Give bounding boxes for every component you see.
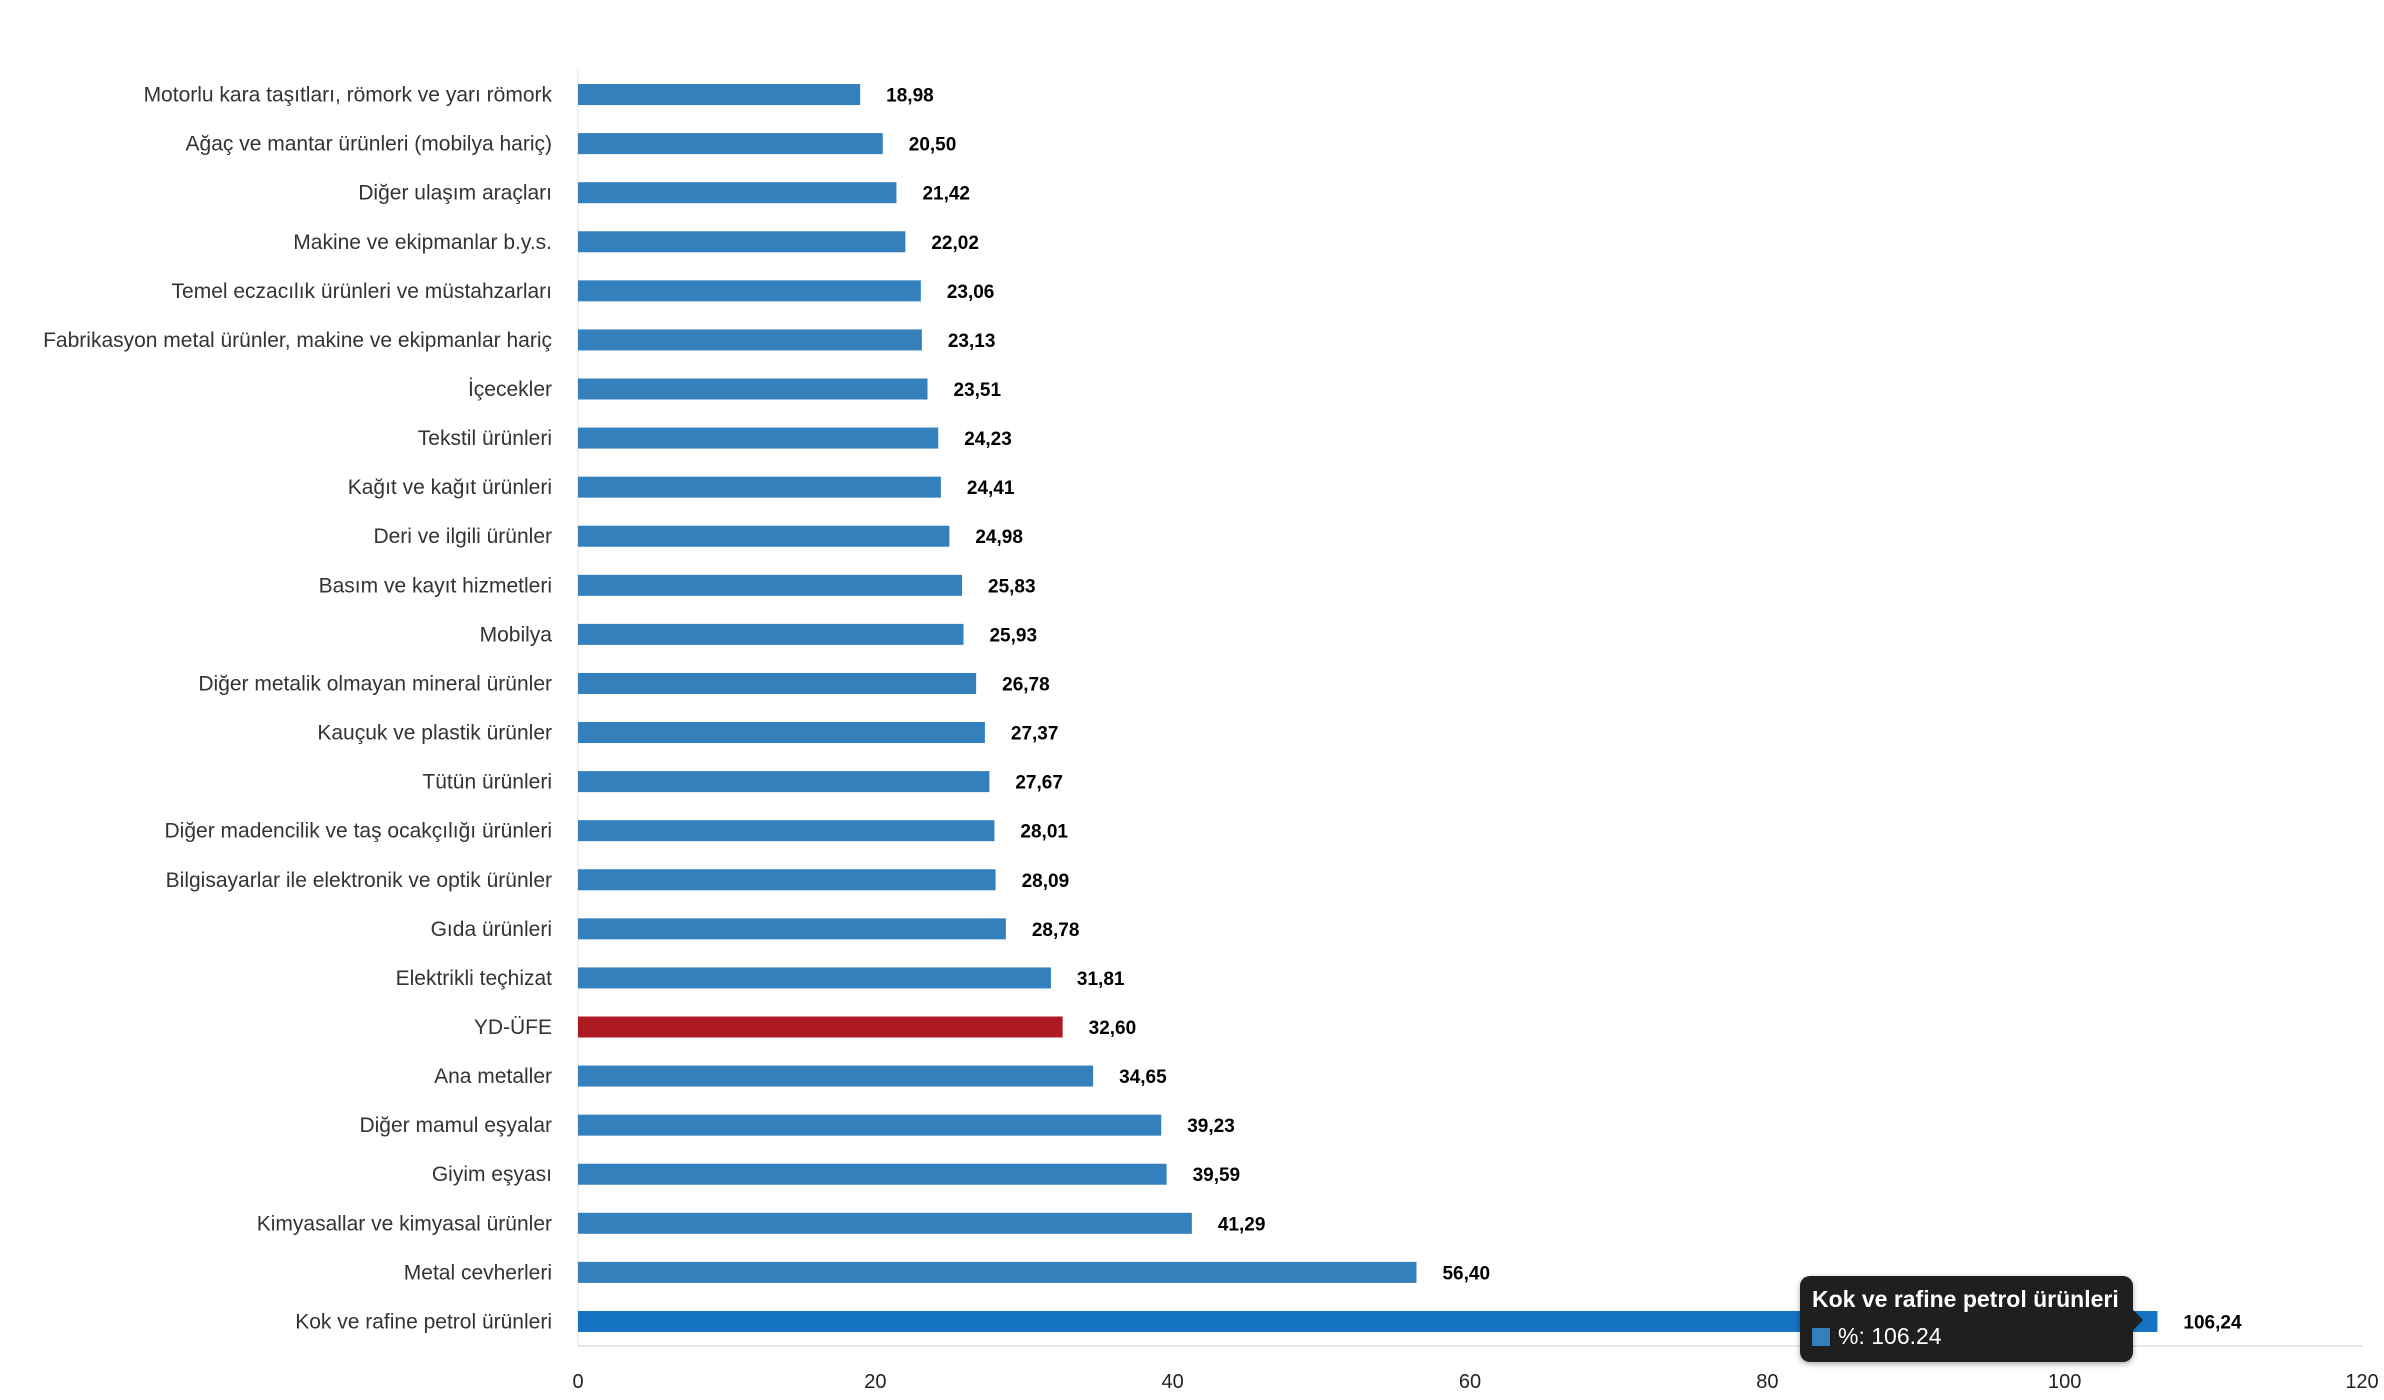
bar bbox=[578, 1016, 1063, 1038]
category-label: Kağıt ve kağıt ürünleri bbox=[348, 476, 552, 499]
bar bbox=[578, 722, 985, 744]
x-tick-label: 120 bbox=[2345, 1371, 2378, 1393]
category-label: Motorlu kara taşıtları, römork ve yarı r… bbox=[144, 84, 553, 107]
bar bbox=[578, 427, 939, 449]
category-label: Fabrikasyon metal ürünler, makine ve eki… bbox=[43, 329, 552, 352]
data-label: 20,50 bbox=[909, 135, 957, 156]
category-label: Kok ve rafine petrol ürünleri bbox=[295, 1310, 552, 1333]
tooltip-title: Kok ve rafine petrol ürünleri bbox=[1812, 1286, 2119, 1312]
bar bbox=[578, 1114, 1162, 1136]
category-label: Tütün ürünleri bbox=[422, 771, 552, 794]
bar bbox=[578, 525, 950, 547]
bar bbox=[578, 182, 897, 204]
bar bbox=[578, 1163, 1167, 1185]
data-label: 32,60 bbox=[1089, 1018, 1137, 1039]
data-label: 56,40 bbox=[1442, 1263, 1490, 1284]
bar bbox=[578, 329, 922, 351]
bar bbox=[578, 1261, 1417, 1283]
data-label: 34,65 bbox=[1119, 1067, 1167, 1088]
category-label: Diğer mamul eşyalar bbox=[359, 1114, 552, 1137]
category-label: İçecekler bbox=[468, 378, 552, 401]
category-label: Kauçuk ve plastik ürünler bbox=[317, 722, 552, 745]
data-label: 26,78 bbox=[1002, 674, 1050, 695]
data-label: 25,83 bbox=[988, 576, 1036, 597]
bar bbox=[578, 623, 964, 645]
tooltip-arrow-icon bbox=[2132, 1310, 2143, 1330]
category-label: Makine ve ekipmanlar b.y.s. bbox=[293, 231, 552, 254]
bar bbox=[578, 231, 906, 253]
bar bbox=[578, 1310, 2158, 1332]
bar bbox=[578, 967, 1051, 989]
data-label: 28,09 bbox=[1022, 871, 1070, 892]
category-label: Elektrikli teçhizat bbox=[396, 967, 553, 990]
data-label: 23,06 bbox=[947, 282, 995, 303]
data-label: 24,41 bbox=[967, 478, 1015, 499]
x-tick-label: 100 bbox=[2048, 1371, 2081, 1393]
category-label: Deri ve ilgili ürünler bbox=[373, 525, 552, 548]
bar bbox=[578, 869, 996, 891]
category-label: Ana metaller bbox=[434, 1065, 552, 1088]
data-label: 39,59 bbox=[1193, 1165, 1241, 1186]
category-label: Tekstil ürünleri bbox=[418, 427, 552, 450]
chart-tooltip: Kok ve rafine petrol ürünleri %: 106.24 bbox=[1800, 1276, 2143, 1362]
category-label: Mobilya bbox=[480, 623, 553, 646]
data-label: 27,67 bbox=[1015, 773, 1063, 794]
category-label: Kimyasallar ve kimyasal ürünler bbox=[257, 1212, 552, 1235]
category-label: Metal cevherleri bbox=[404, 1261, 552, 1284]
category-label: Temel eczacılık ürünleri ve müstahzarlar… bbox=[172, 280, 552, 303]
bar bbox=[578, 771, 990, 793]
category-label: Bilgisayarlar ile elektronik ve optik ür… bbox=[166, 869, 552, 892]
data-label: 24,23 bbox=[964, 429, 1012, 450]
bar bbox=[578, 133, 883, 155]
data-label: 28,78 bbox=[1032, 920, 1080, 941]
data-label: 22,02 bbox=[931, 233, 979, 254]
bar bbox=[578, 378, 928, 400]
data-label: 23,13 bbox=[948, 331, 996, 352]
category-label: Gıda ürünleri bbox=[431, 918, 552, 941]
data-label: 39,23 bbox=[1187, 1116, 1235, 1137]
bar bbox=[578, 280, 921, 302]
tooltip-value: %: 106.24 bbox=[1838, 1323, 1942, 1349]
data-label: 23,51 bbox=[954, 380, 1002, 401]
data-label: 27,37 bbox=[1011, 724, 1059, 745]
category-label: YD-ÜFE bbox=[474, 1016, 552, 1039]
data-label: 18,98 bbox=[886, 86, 934, 107]
data-label: 31,81 bbox=[1077, 969, 1125, 990]
category-label: Diğer madencilik ve taş ocakçılığı ürünl… bbox=[165, 820, 553, 843]
bar bbox=[578, 1065, 1094, 1087]
data-label: 25,93 bbox=[989, 625, 1037, 646]
bar bbox=[578, 1212, 1192, 1234]
data-label: 24,98 bbox=[975, 527, 1023, 548]
bar bbox=[578, 574, 963, 596]
category-label: Ağaç ve mantar ürünleri (mobilya hariç) bbox=[186, 133, 552, 156]
bar bbox=[578, 918, 1006, 940]
tooltip-row: %: 106.24 bbox=[1812, 1323, 2119, 1350]
labels-layer: Motorlu kara taşıtları, römork ve yarı r… bbox=[43, 84, 2242, 1334]
x-tick-label: 80 bbox=[1756, 1371, 1778, 1393]
bars-layer bbox=[578, 84, 2158, 1332]
bar bbox=[578, 84, 861, 106]
category-label: Diğer ulaşım araçları bbox=[358, 182, 552, 205]
category-label: Basım ve kayıt hizmetleri bbox=[319, 574, 552, 597]
bar bbox=[578, 476, 941, 498]
data-label: 21,42 bbox=[922, 184, 970, 205]
x-tick-label: 0 bbox=[572, 1371, 583, 1393]
bar bbox=[578, 820, 995, 842]
category-label: Diğer metalik olmayan mineral ürünler bbox=[198, 672, 552, 695]
x-tick-label: 60 bbox=[1459, 1371, 1481, 1393]
x-tick-label: 20 bbox=[864, 1371, 886, 1393]
data-label: 41,29 bbox=[1218, 1214, 1266, 1235]
bar bbox=[578, 672, 977, 694]
data-label: 28,01 bbox=[1020, 822, 1068, 843]
x-tick-label: 40 bbox=[1162, 1371, 1184, 1393]
tooltip-swatch-icon bbox=[1812, 1327, 1830, 1346]
data-label: 106,24 bbox=[2183, 1312, 2242, 1333]
category-label: Giyim eşyası bbox=[432, 1163, 552, 1186]
